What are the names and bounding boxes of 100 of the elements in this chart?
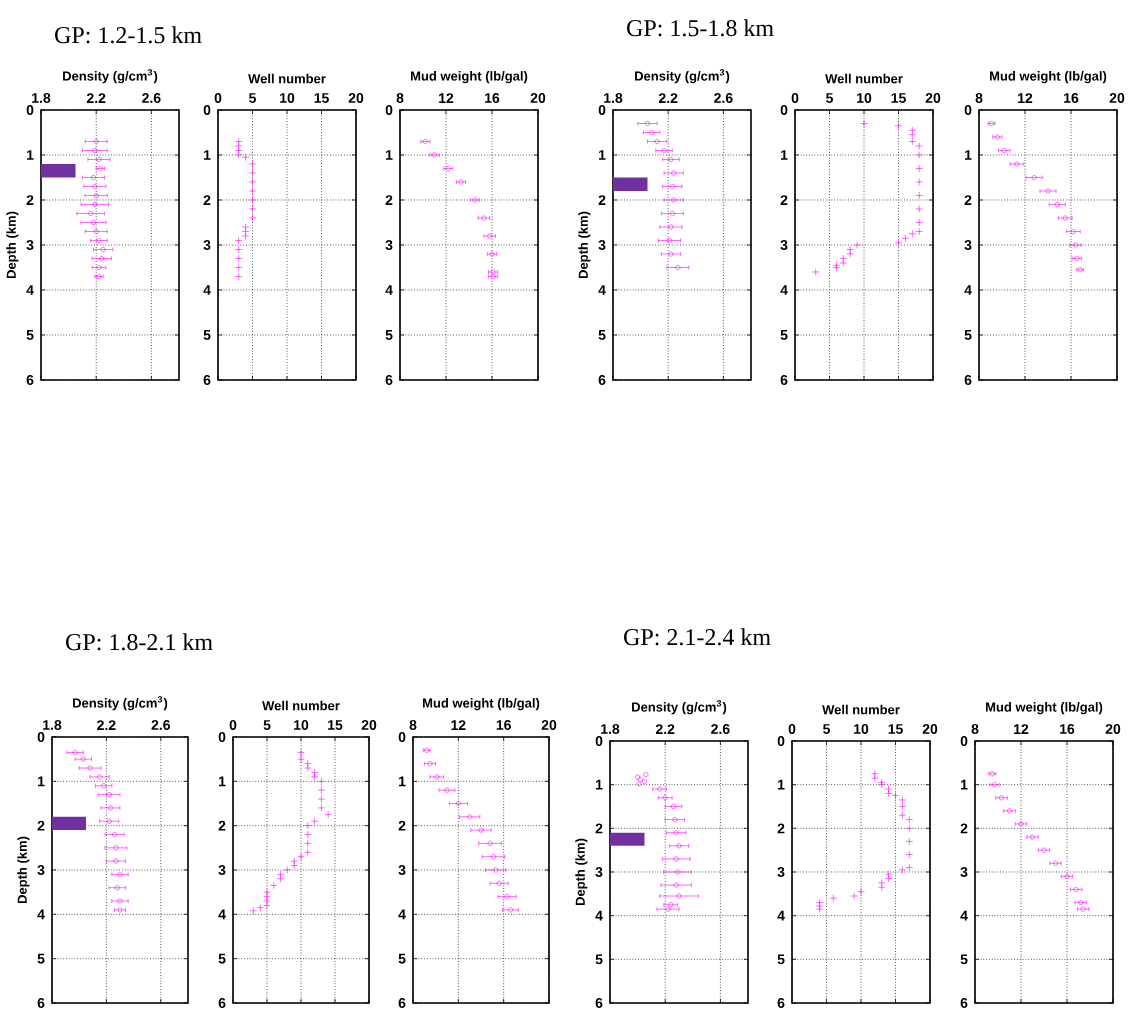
y-tick-label: 4 xyxy=(37,909,45,920)
y-axis-title: Depth (km) xyxy=(575,838,588,906)
point xyxy=(908,230,916,238)
y-tick-label: 6 xyxy=(385,375,393,385)
chart-title: GP: 2.1-2.4 km xyxy=(624,628,771,646)
point xyxy=(905,863,914,872)
x-tick-label: 5 xyxy=(249,93,257,103)
point xyxy=(427,761,433,767)
x-tick-label: 12 xyxy=(1014,724,1029,734)
point xyxy=(249,907,258,915)
y-tick-label: 4 xyxy=(598,285,606,295)
point xyxy=(915,142,923,150)
point xyxy=(915,151,923,159)
y-tick-label: 3 xyxy=(777,867,785,877)
y-tick-label: 5 xyxy=(398,953,406,964)
x-tick-label: 12 xyxy=(451,720,466,730)
x-tick-label: 2.6 xyxy=(711,724,730,734)
point xyxy=(901,234,910,242)
y-tick-label: 6 xyxy=(598,375,606,385)
y-tick-label: 0 xyxy=(777,736,785,746)
point xyxy=(1018,821,1024,827)
y-tick-label: 2 xyxy=(964,195,972,205)
y-tick-label: 3 xyxy=(598,240,606,250)
x-axis-title: Mud weight (lb/gal) xyxy=(986,702,1103,715)
y-tick-label: 4 xyxy=(964,285,972,295)
y-tick-label: 5 xyxy=(777,954,785,965)
x-tick-label: 16 xyxy=(496,720,511,730)
point xyxy=(297,755,305,763)
x-tick-label: 16 xyxy=(1060,724,1075,734)
y-tick-label: 6 xyxy=(37,998,45,1008)
point xyxy=(310,817,319,825)
x-tick-label: 8 xyxy=(971,724,979,734)
point xyxy=(490,269,496,275)
x-tick-label: 5 xyxy=(823,724,831,734)
y-tick-label: 0 xyxy=(780,105,788,115)
x-tick-label: 10 xyxy=(854,724,869,734)
x-tick-label: 20 xyxy=(1105,724,1121,734)
y-tick-label: 0 xyxy=(218,732,226,742)
x-tick-label: 20 xyxy=(530,93,546,103)
point xyxy=(276,875,285,883)
y-tick-label: 0 xyxy=(598,105,606,115)
point xyxy=(915,178,923,186)
point xyxy=(248,187,257,195)
point xyxy=(1080,906,1086,912)
x-tick-label: 2.6 xyxy=(142,93,161,103)
point xyxy=(297,748,305,757)
point xyxy=(839,259,848,267)
point xyxy=(636,781,642,787)
point xyxy=(846,250,854,258)
x-tick-label: 20 xyxy=(1109,93,1125,103)
y-tick-label: 2 xyxy=(203,195,211,205)
y-tick-label: 6 xyxy=(777,998,785,1008)
y-tick-label: 1 xyxy=(778,779,785,790)
x-tick-label: 10 xyxy=(280,93,295,103)
point xyxy=(263,888,271,896)
x-tick-label: 15 xyxy=(888,724,903,734)
point xyxy=(894,122,903,130)
point xyxy=(994,134,1000,140)
y-tick-label: 4 xyxy=(203,285,211,295)
y-tick-label: 0 xyxy=(385,105,393,115)
x-axis-title: Well number xyxy=(248,73,326,84)
x-tick-label: 1.8 xyxy=(32,93,51,103)
point xyxy=(235,142,243,150)
point xyxy=(248,160,257,168)
y-tick-label: 0 xyxy=(595,736,603,746)
x-tick-label: 10 xyxy=(857,93,872,103)
x-tick-label: 8 xyxy=(409,720,417,730)
x-axis-title: Density (g/cm$^{3}$) xyxy=(73,696,168,711)
y-tick-label: 1 xyxy=(399,776,406,787)
y-tick-label: 0 xyxy=(37,732,45,742)
x-tick-label: 10 xyxy=(294,720,309,730)
y-tick-label: 3 xyxy=(37,865,45,875)
point xyxy=(905,850,914,859)
y-tick-label: 6 xyxy=(964,375,972,385)
point xyxy=(290,857,298,865)
point xyxy=(304,839,312,848)
point xyxy=(894,239,903,247)
y-tick-label: 1 xyxy=(599,150,606,160)
y-axis-title: Depth (km) xyxy=(6,211,19,279)
point xyxy=(898,796,907,804)
point xyxy=(481,215,487,221)
y-tick-label: 4 xyxy=(960,910,968,921)
point xyxy=(908,126,916,134)
point xyxy=(235,245,243,254)
y-tick-label: 0 xyxy=(960,736,968,746)
point xyxy=(248,205,257,213)
point xyxy=(846,245,854,254)
chart-title: GP: 1.5-1.8 km xyxy=(627,19,774,37)
x-axis-title: Density (g/cm$^{3}$) xyxy=(635,69,730,84)
y-tick-label: 3 xyxy=(964,240,972,250)
point xyxy=(235,254,243,263)
point xyxy=(304,759,312,768)
x-tick-label: 15 xyxy=(891,93,906,103)
y-tick-label: 4 xyxy=(398,909,406,920)
y-tick-label: 1 xyxy=(965,150,972,160)
y-tick-label: 5 xyxy=(964,330,972,340)
point xyxy=(248,169,257,177)
point xyxy=(915,227,923,236)
y-tick-label: 3 xyxy=(26,240,34,250)
point xyxy=(1030,834,1035,840)
